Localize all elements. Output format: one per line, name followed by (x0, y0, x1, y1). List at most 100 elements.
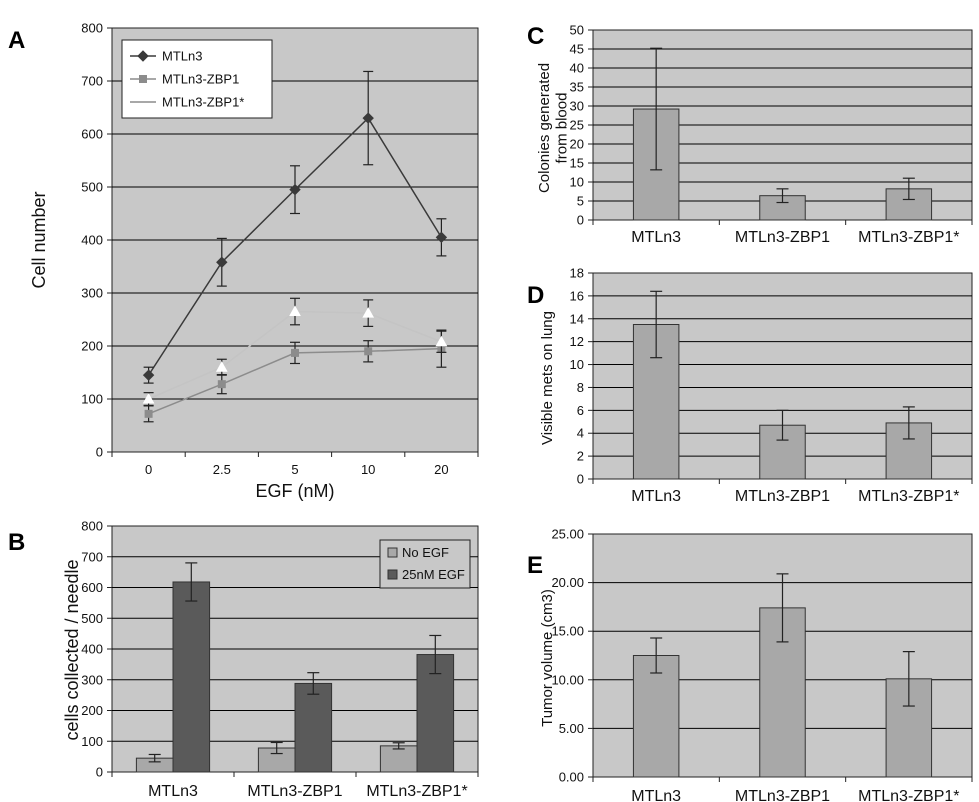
legend-label: MTLn3-ZBP1* (162, 95, 244, 110)
y-tick-label: 100 (81, 392, 103, 407)
y-tick-label: 800 (81, 519, 103, 534)
y-tick-label: 0 (96, 765, 103, 780)
y-tick-label: 20 (570, 137, 584, 152)
panel-label: D (527, 282, 544, 309)
y-axis-label: Colonies generatedfrom blood (536, 63, 570, 193)
y-axis-label: Visible mets on lung (539, 311, 556, 445)
y-tick-label: 16 (570, 288, 584, 303)
y-tick-label: 15.00 (551, 624, 584, 639)
bar (632, 655, 680, 778)
bar (294, 682, 333, 773)
bar (379, 745, 418, 773)
y-tick-label: 600 (81, 127, 103, 142)
y-tick-label: 400 (81, 642, 103, 657)
y-axis-label-line: from blood (553, 93, 570, 164)
y-tick-label: 0 (577, 472, 584, 487)
y-tick-label: 35 (570, 80, 584, 95)
y-tick-label: 15 (570, 156, 584, 171)
legend-box (121, 39, 273, 119)
data-point (289, 183, 301, 196)
y-tick-label: 0.00 (559, 770, 584, 785)
x-tick-label: MTLn3-ZBP1* (858, 488, 959, 505)
y-tick-label: 10 (570, 175, 584, 190)
panel-label: B (8, 529, 25, 556)
x-tick-label: 10 (361, 462, 375, 477)
y-tick-label: 100 (81, 734, 103, 749)
y-tick-label: 500 (81, 180, 103, 195)
x-tick-label: MTLn3-ZBP1 (247, 783, 342, 800)
legend: No EGF 25nM EGF (379, 539, 471, 589)
y-tick-label: 40 (570, 61, 584, 76)
data-point (364, 347, 373, 356)
y-tick-label: 10 (570, 357, 584, 372)
x-tick-label: MTLn3 (631, 788, 681, 802)
chart-e: 0.00 5.00 10.00 15.00 20.00 25.00 E Tumor volum… (527, 527, 973, 802)
y-tick-label: 600 (81, 580, 103, 595)
y-tick-label: 200 (81, 703, 103, 718)
x-tick-label: MTLn3 (148, 783, 198, 800)
x-tick-label: MTLn3 (631, 229, 681, 246)
x-tick-label: MTLn3 (631, 488, 681, 505)
y-axis-label: Cell number (29, 191, 49, 288)
data-point (215, 361, 228, 372)
x-axis-label: EGF (nM) (256, 481, 335, 501)
y-tick-label: 4 (577, 426, 584, 441)
panel-label: A (8, 27, 25, 54)
data-point (362, 112, 374, 124)
legend-label: MTLn3-ZBP1 (162, 72, 239, 87)
y-tick-label: 12 (570, 334, 584, 349)
data-point (142, 369, 155, 381)
y-tick-label: 10.00 (551, 672, 584, 687)
y-tick-label: 300 (81, 672, 103, 687)
y-tick-label: 8 (577, 380, 584, 395)
y-tick-label: 500 (81, 611, 103, 626)
y-tick-label: 20.00 (551, 575, 584, 590)
series-2 (142, 297, 448, 406)
y-tick-label: 25.00 (551, 527, 584, 542)
data-point (435, 231, 448, 244)
y-axis-label: Tumor volume (cm3) (539, 589, 556, 727)
panel-label: E (527, 552, 543, 579)
data-point (144, 409, 153, 418)
x-tick-label: MTLn3-ZBP1* (858, 788, 959, 802)
y-tick-label: 45 (570, 42, 584, 57)
x-tick-label: MTLn3-ZBP1 (735, 229, 830, 246)
chart-c: 0 5 10 15 20 25 30 35 40 45 50 C Colonies generatedf… (527, 23, 973, 246)
data-point (139, 75, 147, 83)
y-tick-label: 18 (570, 266, 584, 281)
chart-d: 0 2 4 6 8 10 12 14 16 18 D Visible mets on lung MTLn… (527, 266, 973, 505)
y-axis-label-line: Colonies generated (536, 63, 553, 193)
y-tick-label: 700 (81, 549, 103, 564)
legend-label: No EGF (402, 545, 449, 560)
legend-swatch (387, 569, 398, 580)
x-tick-label: 5 (291, 462, 298, 477)
data-point (362, 307, 375, 318)
data-point (435, 335, 448, 347)
data-point (142, 392, 155, 404)
legend-label: 25nM EGF (402, 567, 465, 582)
y-tick-label: 300 (81, 286, 103, 301)
y-tick-label: 0 (577, 213, 584, 228)
x-tick-label: 0 (145, 462, 152, 477)
y-tick-label: 200 (81, 339, 103, 354)
x-tick-label: MTLn3-ZBP1* (366, 783, 467, 800)
legend-swatch (387, 547, 398, 558)
y-tick-label: 30 (570, 99, 584, 114)
y-tick-label: 5.00 (559, 721, 584, 736)
x-tick-label: 2.5 (213, 462, 231, 477)
y-tick-label: 0 (96, 445, 103, 460)
bar (632, 108, 680, 221)
panel-label: C (527, 23, 544, 50)
y-tick-label: 50 (570, 23, 584, 38)
bar (172, 581, 211, 773)
x-tick-label: 20 (434, 462, 448, 477)
series-0 (142, 70, 448, 384)
legend: MTLn3 MTLn3-ZBP1 MTLn3-ZBP1* (121, 39, 273, 119)
y-axis-label: cells collected / needle (62, 559, 82, 740)
y-tick-label: 800 (81, 21, 103, 36)
data-point (289, 305, 301, 317)
data-point (137, 50, 149, 62)
y-tick-label: 25 (570, 118, 584, 133)
y-tick-label: 6 (577, 403, 584, 418)
